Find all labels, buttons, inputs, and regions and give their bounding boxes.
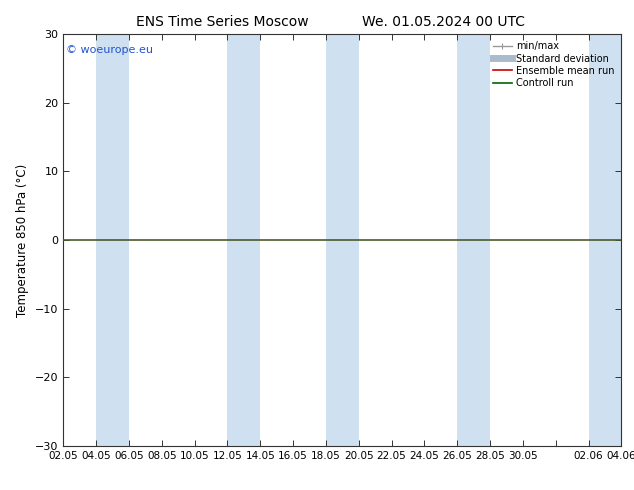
Bar	[96, 34, 129, 446]
Text: We. 01.05.2024 00 UTC: We. 01.05.2024 00 UTC	[362, 15, 526, 29]
Text: © woeurope.eu: © woeurope.eu	[66, 45, 153, 54]
Bar	[326, 34, 359, 446]
Bar	[457, 34, 490, 446]
Text: ENS Time Series Moscow: ENS Time Series Moscow	[136, 15, 308, 29]
Bar	[228, 34, 261, 446]
Bar	[588, 34, 621, 446]
Legend: min/max, Standard deviation, Ensemble mean run, Controll run: min/max, Standard deviation, Ensemble me…	[491, 39, 616, 90]
Y-axis label: Temperature 850 hPa (°C): Temperature 850 hPa (°C)	[16, 164, 30, 317]
